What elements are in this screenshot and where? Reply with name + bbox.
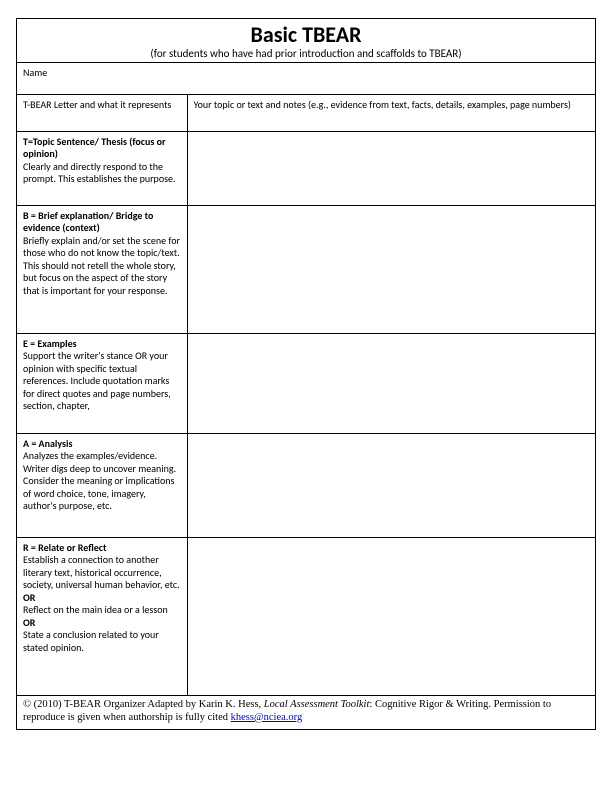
row-t-right bbox=[187, 131, 595, 205]
row-r-body2: Reflect on the main idea or a lesson bbox=[23, 603, 168, 616]
row-a-right bbox=[187, 433, 595, 537]
row-b-left: B = Brief explanation/ Bridge to evidenc… bbox=[17, 205, 187, 333]
row-t-lead: T=Topic Sentence/ Thesis (focus or opini… bbox=[23, 135, 166, 161]
tbear-table: T-BEAR Letter and what it represents You… bbox=[17, 95, 595, 695]
row-t-body: Clearly and directly respond to the prom… bbox=[23, 160, 176, 186]
row-r-body3: State a conclusion related to your state… bbox=[23, 628, 159, 654]
row-r-or1: OR bbox=[23, 591, 35, 604]
footer-pre: © (2010) T-BEAR Organizer Adapted by Kar… bbox=[23, 699, 264, 710]
name-row: Name bbox=[17, 63, 595, 95]
row-r-or2: OR bbox=[23, 616, 35, 629]
row-e-body: Support the writer's stance OR your opin… bbox=[23, 349, 171, 412]
row-e-left: E = Examples Support the writer's stance… bbox=[17, 333, 187, 433]
header-block: Basic TBEAR (for students who have had p… bbox=[17, 19, 595, 63]
row-r-body1: Establish a connection to another litera… bbox=[23, 553, 180, 591]
footer: © (2010) T-BEAR Organizer Adapted by Kar… bbox=[17, 695, 595, 728]
page-subtitle: (for students who have had prior introdu… bbox=[23, 47, 589, 60]
column-header-left: T-BEAR Letter and what it represents bbox=[17, 95, 187, 131]
footer-email: khess@nciea.org bbox=[231, 712, 303, 723]
row-t-left: T=Topic Sentence/ Thesis (focus or opini… bbox=[17, 131, 187, 205]
row-e-right bbox=[187, 333, 595, 433]
row-r-right bbox=[187, 537, 595, 695]
row-b-right bbox=[187, 205, 595, 333]
row-a-body: Analyzes the examples/evidence. Writer d… bbox=[23, 449, 176, 512]
row-b-body: Briefly explain and/or set the scene for… bbox=[23, 234, 180, 297]
worksheet-container: Basic TBEAR (for students who have had p… bbox=[16, 18, 596, 730]
name-label: Name bbox=[23, 66, 47, 79]
row-a-left: A = Analysis Analyzes the examples/evide… bbox=[17, 433, 187, 537]
row-b-lead: B = Brief explanation/ Bridge to evidenc… bbox=[23, 209, 153, 235]
footer-italic: Local Assessment Toolkit bbox=[264, 699, 370, 710]
row-r-left: R = Relate or Reflect Establish a connec… bbox=[17, 537, 187, 695]
column-header-right: Your topic or text and notes (e.g., evid… bbox=[187, 95, 595, 131]
page-title: Basic TBEAR bbox=[23, 23, 589, 47]
row-e-lead: E = Examples bbox=[23, 337, 77, 350]
row-r-lead: R = Relate or Reflect bbox=[23, 541, 106, 554]
row-a-lead: A = Analysis bbox=[23, 437, 73, 450]
